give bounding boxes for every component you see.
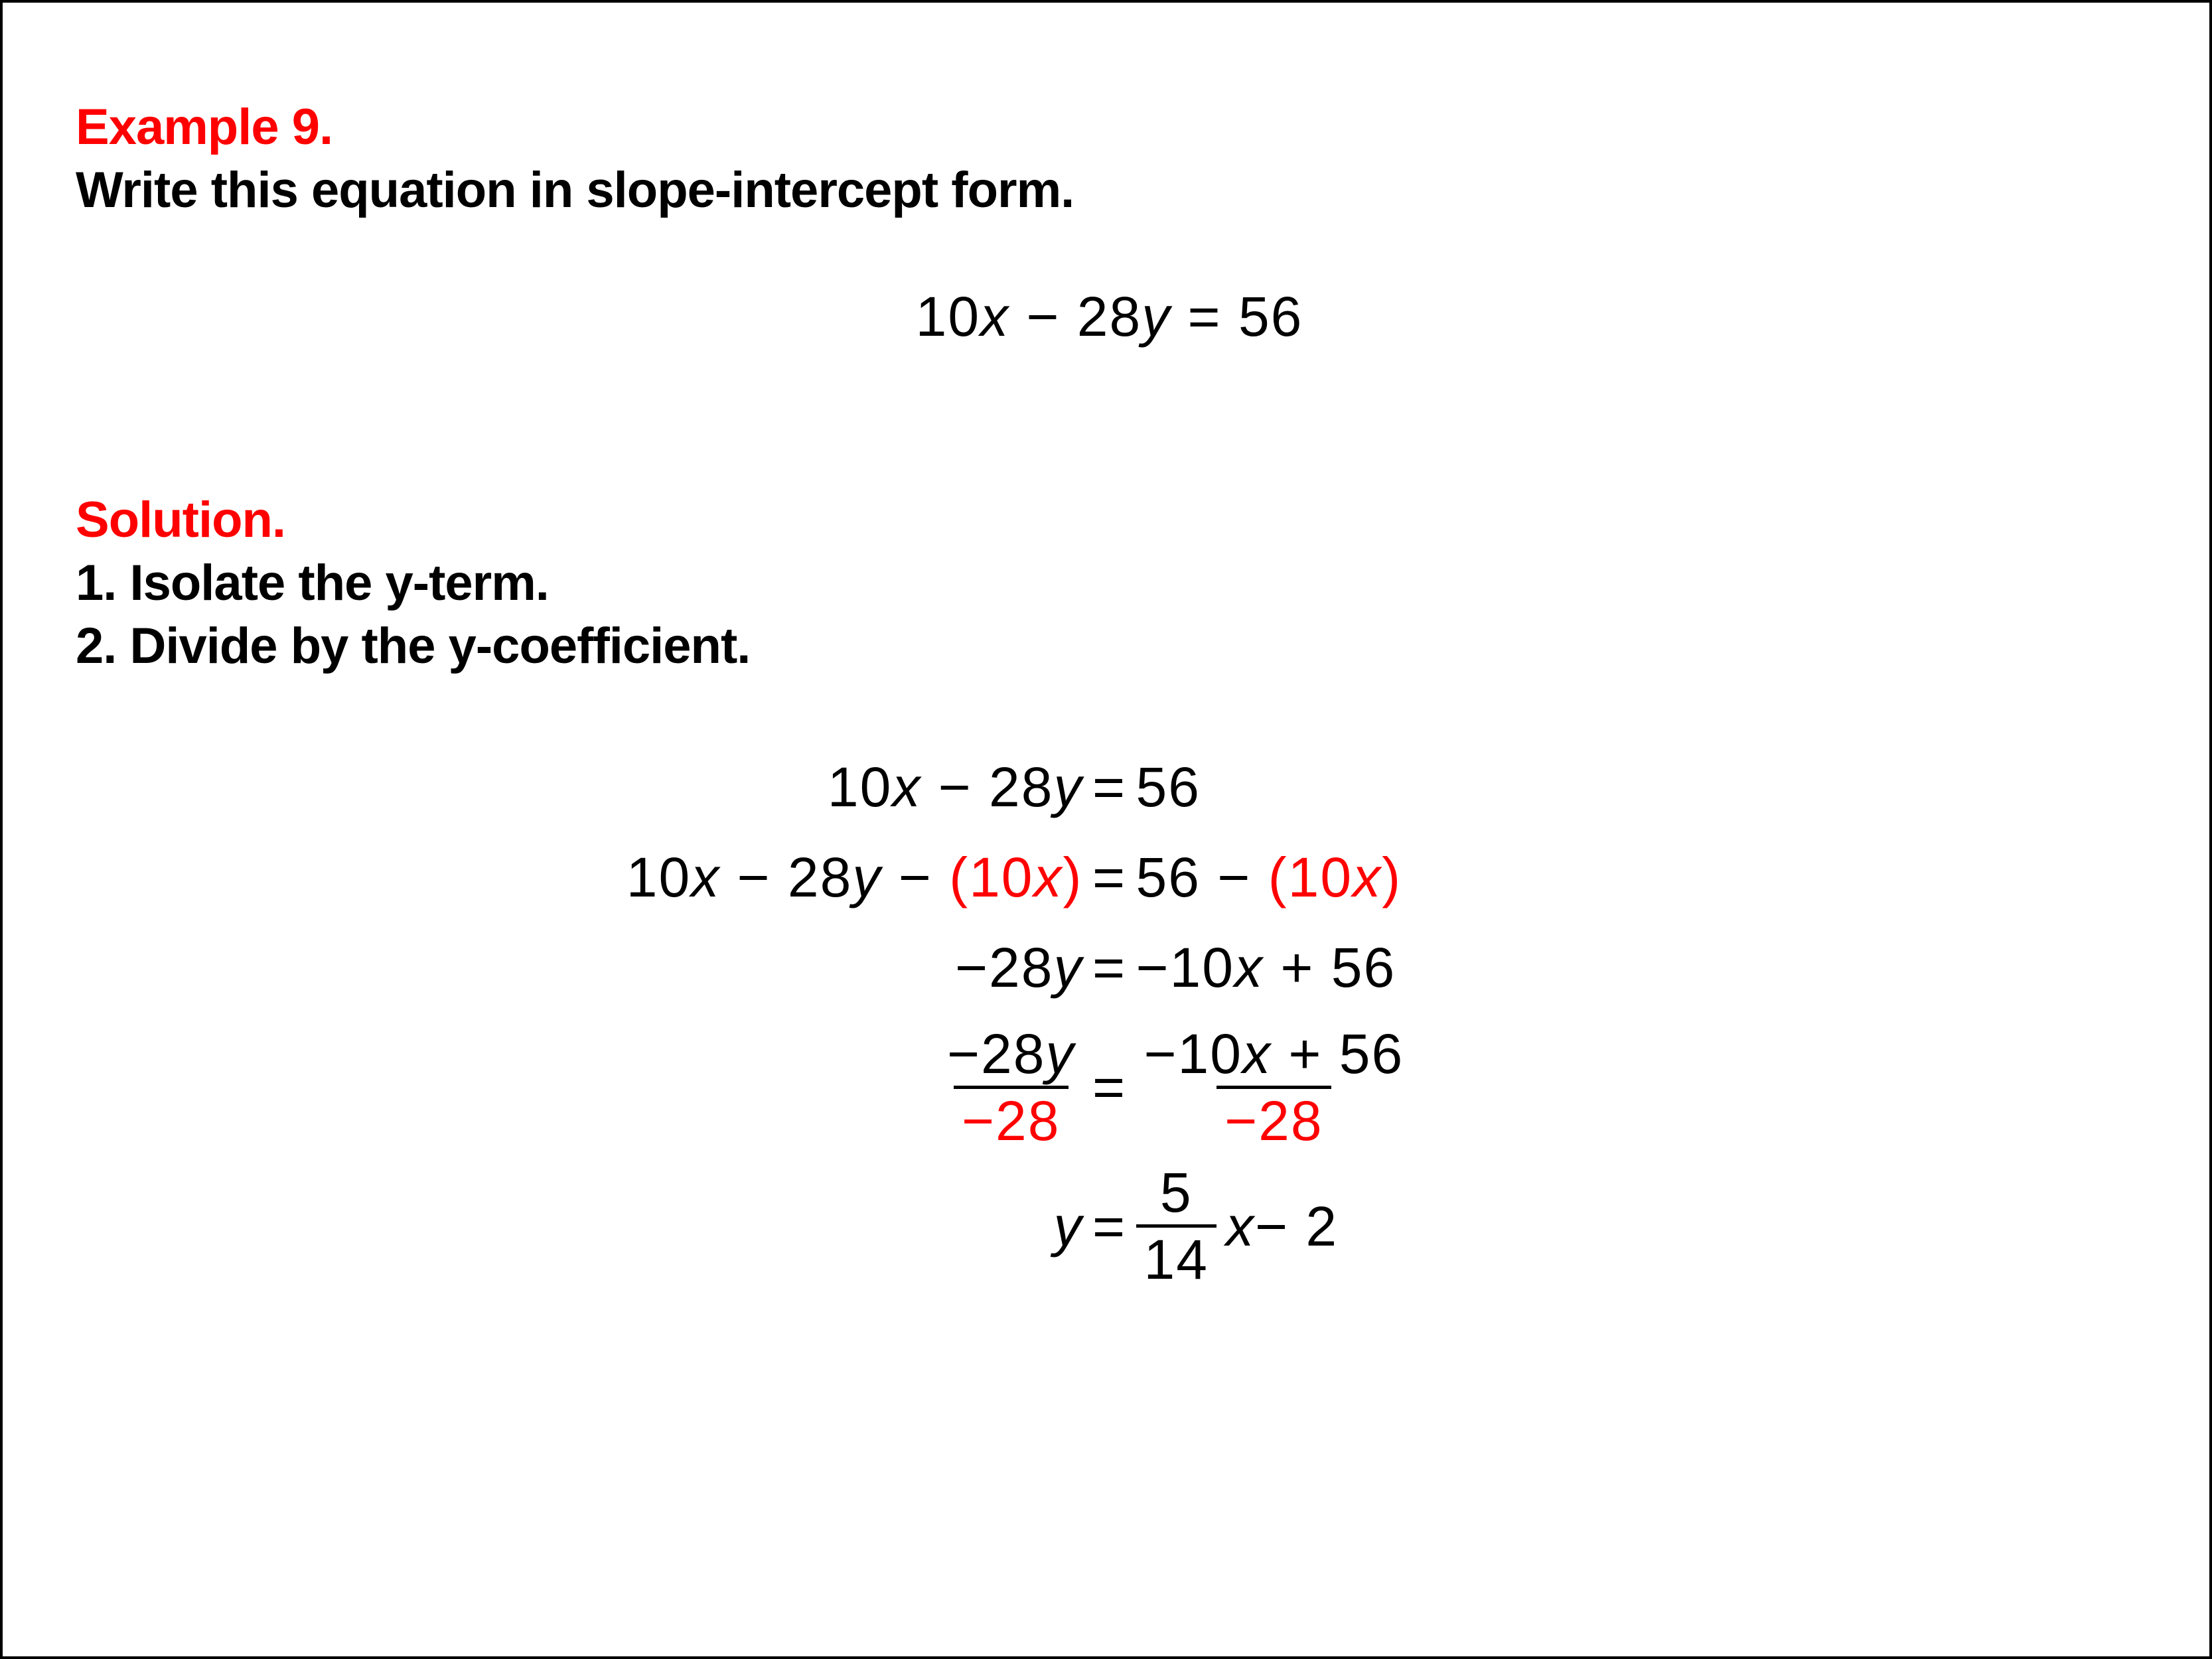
l4-rnb: + 56 [1272,1023,1404,1085]
l3-y: y [1054,936,1083,999]
l3-eq: = [1083,924,1136,1011]
l5-y: y [1054,1195,1083,1258]
l4-ln: −28 [947,1023,1046,1085]
l5-tail: − 2 [1255,1183,1338,1269]
l5-fd: 14 [1136,1224,1217,1289]
l2-red2b: ) [1382,846,1402,908]
l2-y: y [852,846,881,908]
eq-rhs: 56 [1238,285,1303,348]
l2-a: 10 [627,846,691,908]
given-equation: 10x − 28y = 56 [76,285,2143,349]
l2-cpre: − [881,846,949,908]
work-line-3: −28y = −10x + 56 [546,924,1674,1011]
solution-step-1: 1. Isolate the y-term. [76,551,2143,614]
eq-sign: = [1171,285,1238,348]
l1-rhs: 56 [1136,756,1201,818]
l5-fn: 5 [1152,1163,1201,1224]
l5-eq: = [1083,1183,1136,1269]
l2-rbp: − [1201,846,1268,908]
work-line-1: 10x − 28y = 56 [546,744,1674,830]
solution-block: Solution. 1. Isolate the y-term. 2. Divi… [76,488,2143,678]
l1-x: x [892,756,921,818]
l2-red1: (10x) [949,846,1082,908]
l2-red1x: x [1034,846,1063,908]
work-line-2: 10x − 28y − (10x) = 56 − (10x) [546,834,1674,920]
l2-ra: 56 [1136,846,1201,908]
l1-y: y [1054,756,1083,818]
l5-x: x [1226,1183,1255,1269]
eq-var-y: y [1142,285,1171,348]
l2-red2x: x [1353,846,1382,908]
l4-rfrac: −10x + 56 −28 [1136,1025,1412,1150]
page-frame: Example 9. Write this equation in slope-… [0,0,2212,1659]
work-steps: 10x − 28y = 56 10x − 28y − (10x) = 56 − … [546,744,1674,1289]
l2-red2: (10x) [1268,846,1402,908]
example-heading: Example 9. Write this equation in slope-… [76,96,2143,222]
l1-b: − 28 [921,756,1053,818]
l4-rd: −28 [1217,1086,1331,1150]
l2-red1b: ) [1063,846,1083,908]
example-label: Example 9. [76,96,2143,159]
l3-rb: + 56 [1264,936,1396,999]
l3-x: x [1234,936,1264,999]
work-line-4: −28y −28 = −10x + 56 −28 [546,1025,1674,1150]
l1-eq: = [1083,744,1136,830]
l2-eq: = [1083,834,1136,920]
eq-coef-x: 10 [916,285,980,348]
l4-lfrac: −28y −28 [939,1025,1083,1150]
l2-red2a: (10 [1268,846,1353,908]
l4-rna: −10 [1144,1023,1243,1085]
l2-x: x [691,846,720,908]
l2-b: − 28 [720,846,852,908]
l5-frac: 5 14 [1136,1163,1217,1289]
eq-var-x: x [980,285,1009,348]
l4-ld: −28 [954,1086,1069,1150]
solution-step-2: 2. Divide by the y-coefficient. [76,614,2143,678]
l1-a: 10 [828,756,892,818]
l2-red1a: (10 [949,846,1033,908]
l4-rx: x [1242,1023,1272,1085]
eq-coef-y: − 28 [1009,285,1142,348]
solution-label: Solution. [76,488,2143,551]
example-prompt: Write this equation in slope-intercept f… [76,159,2143,222]
l4-ly: y [1046,1023,1075,1085]
work-line-5: y = 5 14 x − 2 [546,1163,1674,1289]
l3-ra: −10 [1136,936,1235,999]
l4-eq: = [1083,1044,1136,1130]
l3-lhs: −28 [955,936,1054,999]
